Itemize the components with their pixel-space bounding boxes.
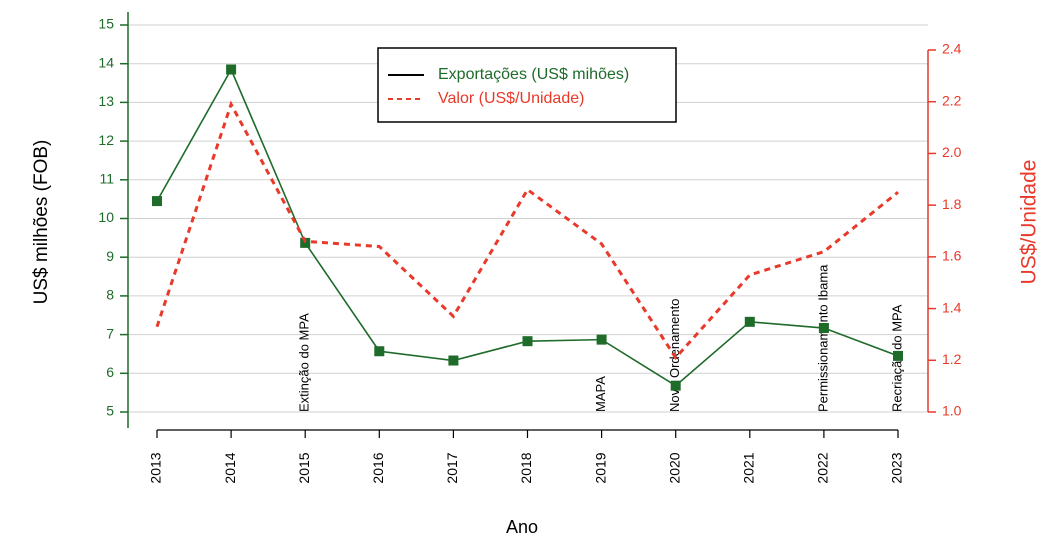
- y-tick-label: 12: [98, 132, 114, 148]
- x-tick-label: 2023: [889, 452, 905, 483]
- y-tick-label: 8: [106, 287, 114, 303]
- y2-tick-label: 1.2: [942, 351, 962, 367]
- x-tick-label: 2020: [666, 452, 682, 483]
- x-tick-label: 2021: [741, 452, 757, 483]
- x-tick-label: 2014: [222, 452, 238, 483]
- y2-tick-label: 1.6: [942, 248, 962, 264]
- y-tick-label: 14: [98, 54, 114, 70]
- y-tick-label: 5: [106, 403, 114, 419]
- marker: [818, 323, 829, 334]
- legend-label: Valor (US$/Unidade): [438, 90, 584, 107]
- marker: [893, 350, 903, 361]
- y-tick-label: 13: [98, 93, 114, 109]
- x-tick-label: 2013: [148, 452, 164, 483]
- marker: [522, 336, 533, 347]
- marker: [152, 196, 162, 207]
- marker: [300, 237, 311, 248]
- marker: [744, 316, 755, 327]
- y2-tick-label: 2.0: [942, 144, 962, 160]
- x-tick-label: 2018: [518, 452, 534, 483]
- x-tick-label: 2019: [592, 452, 608, 483]
- marker: [226, 64, 237, 75]
- marker: [448, 355, 459, 366]
- y-tick-label: 6: [106, 364, 114, 380]
- y2-tick-label: 1.4: [942, 299, 962, 315]
- marker: [670, 380, 681, 391]
- legend-label: Exportações (US$ mihões): [438, 66, 629, 83]
- y2-tick-label: 2.4: [942, 41, 962, 57]
- y-tick-label: 11: [99, 171, 114, 187]
- y-tick-label: 15: [98, 16, 114, 32]
- y-tick-label: 10: [98, 209, 114, 225]
- y2-tick-label: 1.0: [942, 403, 962, 419]
- annotation: Permissionamento Ibama: [815, 264, 830, 412]
- x-tick-label: 2022: [815, 452, 831, 483]
- y-tick-label: 9: [106, 248, 114, 264]
- x-tick-label: 2015: [296, 452, 312, 483]
- x-tick-label: 2016: [370, 452, 386, 483]
- annotation: MAPA: [593, 376, 608, 412]
- y-tick-label: 7: [106, 325, 114, 341]
- x-tick-label: 2017: [444, 452, 460, 483]
- y2-tick-label: 2.2: [942, 92, 962, 108]
- y-axis-label: US$ milhões (FOB): [31, 140, 52, 305]
- annotation: Extinção do MPA: [297, 313, 312, 412]
- y2-tick-label: 1.8: [942, 196, 962, 212]
- legend-box: [377, 47, 677, 123]
- series-line: [155, 100, 899, 361]
- y2-axis-label: US$/Unidade: [1018, 160, 1041, 285]
- marker: [374, 346, 385, 357]
- marker: [596, 334, 607, 345]
- x-axis-label: Ano: [506, 517, 538, 537]
